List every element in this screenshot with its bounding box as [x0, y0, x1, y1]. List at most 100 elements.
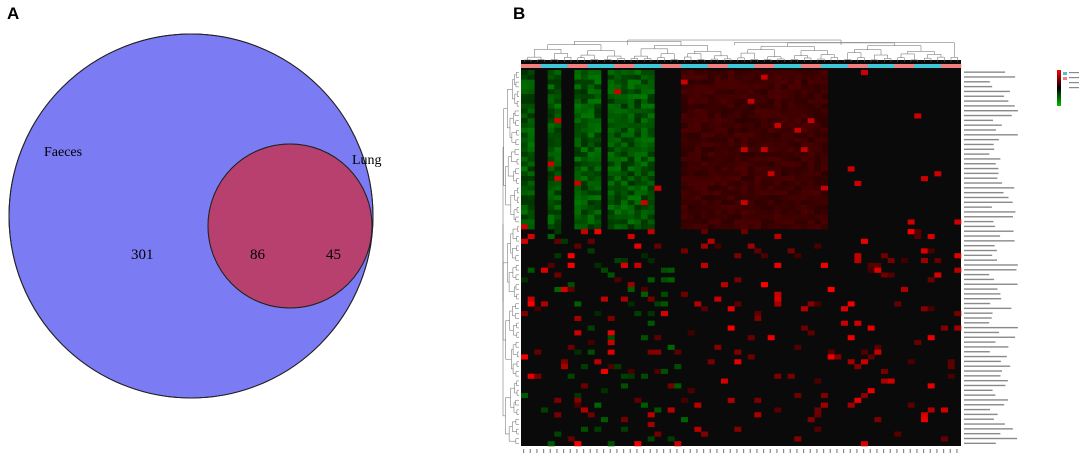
heatmap-cell	[814, 123, 822, 129]
row-label	[964, 220, 994, 223]
heatmap-cell	[574, 402, 582, 408]
heatmap-cell	[634, 200, 642, 206]
heatmap-cell	[681, 123, 688, 129]
heatmap-cell	[527, 296, 535, 302]
heatmap-cell	[874, 262, 882, 268]
heatmap-cell	[794, 123, 802, 129]
heatmap-cell	[787, 74, 795, 80]
heatmap-cell	[707, 166, 715, 172]
heatmap-cell	[794, 209, 802, 215]
heatmap-cell	[767, 195, 775, 201]
heatmap-cell	[647, 84, 655, 90]
group-annotation-cell	[881, 64, 888, 68]
heatmap-cell	[747, 224, 755, 230]
heatmap-cell	[867, 262, 875, 268]
heatmap-cell	[774, 190, 782, 196]
heatmap-cell	[721, 137, 728, 143]
heatmap-cell	[801, 214, 808, 220]
row-label	[964, 90, 1010, 93]
group-annotation-cell	[694, 64, 702, 68]
heatmap-cell	[627, 118, 635, 124]
dendrogram-branch	[777, 58, 785, 62]
heatmap-cell	[707, 151, 715, 158]
heatmap-cell	[694, 98, 702, 105]
heatmap-cell	[761, 219, 768, 225]
heatmap-cell	[681, 219, 688, 225]
heatmap-cell	[587, 248, 595, 254]
dendrogram-branch	[515, 81, 519, 88]
heatmap-cell	[774, 373, 782, 379]
column-label	[816, 449, 818, 453]
heatmap-cell	[841, 320, 848, 326]
heatmap-cell	[627, 132, 635, 138]
heatmap-cell	[707, 79, 715, 85]
heatmap-cell	[801, 219, 808, 225]
heatmap-cell	[641, 123, 648, 129]
heatmap-cell	[614, 171, 622, 177]
heatmap-cell	[621, 190, 628, 196]
group-annotation-cell	[701, 64, 708, 68]
group-annotation-cell	[867, 64, 875, 68]
heatmap-cell	[694, 74, 702, 80]
heatmap-cell	[554, 84, 562, 90]
heatmap-cell	[841, 306, 848, 312]
heatmap-cell	[687, 142, 695, 148]
heatmap-cell	[734, 301, 742, 307]
group-annotation-cell	[901, 64, 908, 68]
heatmap-cell	[807, 132, 815, 138]
heatmap-cell	[874, 417, 882, 423]
heatmap-cell	[587, 151, 595, 158]
heatmap-cell	[561, 364, 568, 370]
heatmap-cell	[727, 103, 735, 109]
column-label	[849, 449, 851, 453]
heatmap-cell	[621, 224, 628, 230]
heatmap-cell	[754, 224, 762, 230]
heatmap-cell	[527, 171, 535, 177]
heatmap-cell	[767, 166, 775, 172]
heatmap-cell	[761, 200, 768, 206]
heatmap-cell	[794, 142, 802, 148]
heatmap-cell	[587, 171, 595, 177]
heatmap-cell	[641, 74, 648, 80]
heatmap-cell	[794, 70, 802, 76]
heatmap-cell	[954, 267, 962, 273]
heatmap-cell	[741, 209, 748, 215]
row-label	[964, 124, 1002, 126]
heatmap-cell	[587, 219, 595, 225]
heatmap-cell	[621, 185, 628, 191]
heatmap-cell	[647, 142, 655, 148]
group-annotation-cell	[827, 64, 835, 68]
heatmap-cell	[721, 123, 728, 129]
heatmap-cell	[887, 258, 895, 264]
heatmap-cell	[594, 74, 602, 80]
dendrogram-branch	[515, 168, 519, 174]
heatmap-cell	[741, 70, 748, 76]
heatmap-cell	[741, 224, 748, 230]
heatmap-cell	[807, 79, 815, 85]
legend-label	[1069, 82, 1079, 84]
heatmap-cell	[714, 209, 722, 215]
heatmap-cell	[807, 84, 815, 90]
heatmap-cell	[627, 195, 635, 201]
heatmap-cell	[701, 151, 708, 158]
heatmap-cell	[521, 94, 528, 100]
heatmap-cell	[567, 436, 575, 442]
heatmap-cell	[774, 108, 782, 114]
dendrogram-branch	[516, 428, 519, 435]
heatmap-cell	[594, 113, 602, 119]
column-label	[729, 449, 731, 453]
heatmap-cell	[727, 142, 735, 148]
heatmap-cell	[621, 219, 628, 225]
heatmap-cell	[814, 79, 822, 85]
heatmap-cell	[621, 113, 628, 119]
heatmap-cell	[681, 176, 688, 182]
heatmap-cell	[727, 132, 735, 138]
heatmap-cell	[527, 103, 535, 109]
heatmap-cell	[727, 204, 735, 211]
heatmap-cell	[621, 142, 628, 148]
group-annotation-cell	[767, 64, 775, 68]
dendrogram-branch	[820, 54, 835, 60]
heatmap-cell	[547, 156, 555, 162]
dendrogram-branch	[516, 390, 519, 396]
heatmap-cell	[647, 277, 655, 283]
